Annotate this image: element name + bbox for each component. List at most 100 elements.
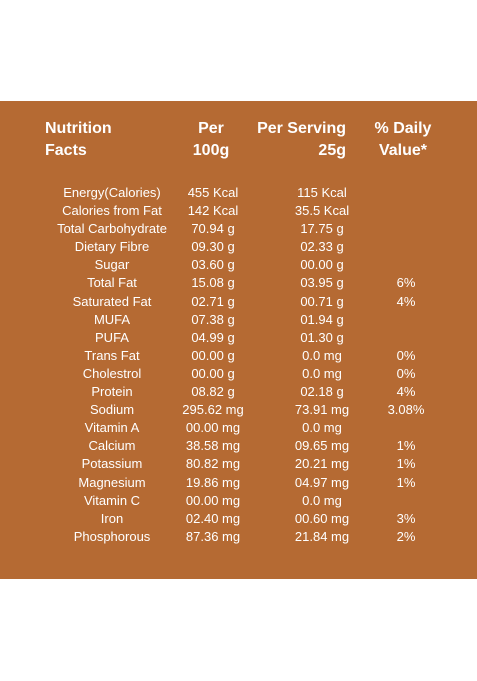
table-row: Total Carbohydrate 70.94 g 17.75 g [0,220,477,238]
table-row: Iron 02.40 mg 00.60 mg 3% [0,510,477,528]
per-100g-value: 09.30 g [191,239,235,255]
nutrient-name: Energy(Calories) [63,185,161,200]
per-serving-value: 02.33 g [300,239,344,255]
per-100g-value: 70.94 g [191,221,235,237]
nutrient-name: Protein [91,384,133,400]
daily-value: 1% [396,474,416,490]
per-serving-value: 0.0 mg [302,347,342,363]
nutrition-facts-panel: Nutrition Facts Per 100g Per Serving 25g… [0,101,477,579]
per-serving-value: 20.21 mg [294,456,350,472]
nutrient-name: PUFA [95,329,129,345]
header-nutrition-facts: Nutrition Facts [45,118,112,162]
nutrient-name: Calcium [88,438,136,454]
per-serving-value: 00.60 mg [294,510,350,526]
per-serving-value: 04.97 mg [294,474,350,490]
per-100g-value: 142 Kcal [187,203,239,219]
header-line: % Daily [374,120,432,137]
nutrient-name: Trans Fat [84,347,140,363]
table-row: Vitamin A 00.00 mg 0.0 mg [0,419,477,437]
header-line: 100g [192,142,230,159]
per-100g-value: 00.00 g [191,365,235,381]
nutrient-name: Cholestrol [82,365,142,381]
header-line: Nutrition [45,120,112,137]
per-serving-value: 01.30 g [300,329,344,345]
per-100g-value: 02.71 g [191,293,235,309]
table-row: Calcium 38.58 mg 09.65 mg 1% [0,437,477,455]
per-serving-value: 21.84 mg [294,528,350,544]
table-row: MUFA 07.38 g 01.94 g [0,311,477,329]
per-serving-value: 09.65 mg [294,438,350,454]
header-per-100g: Per 100g [185,118,237,162]
nutrient-name: Sugar [94,257,130,273]
per-serving-value: 00.00 g [300,257,344,273]
nutrient-name: Vitamin C [83,492,141,508]
per-100g-value: 04.99 g [191,329,235,345]
header-daily-value: % Daily Value* [371,118,435,162]
per-100g-value: 03.60 g [191,257,235,273]
per-100g-value: 00.00 mg [185,420,241,436]
table-row: Cholestrol 00.00 g 0.0 mg 0% [0,365,477,383]
per-100g-value: 00.00 mg [185,492,241,508]
per-100g-value: 02.40 mg [185,510,241,526]
per-100g-value: 19.86 mg [185,474,241,490]
per-100g-value: 38.58 mg [185,438,241,454]
daily-value: 2% [396,528,416,544]
header-line: Facts [45,142,87,159]
nutrient-name: Vitamin A [84,420,140,436]
header-line: Per Serving [257,120,346,137]
nutrient-name: Magnesium [78,474,146,490]
table-row: PUFA 04.99 g 01.30 g [0,329,477,347]
per-serving-value: 73.91 mg [294,402,350,418]
per-serving-value: 03.95 g [300,275,344,291]
daily-value: 4% [396,384,416,400]
nutrient-name: Total Carbohydrate [57,221,167,237]
daily-value: 6% [396,275,416,291]
table-row: Calories from Fat 142 Kcal 35.5 Kcal [0,202,477,220]
table-row: Dietary Fibre 09.30 g 02.33 g [0,238,477,256]
header-line: Value* [378,142,428,159]
daily-value: 1% [396,438,416,454]
per-100g-value: 455 Kcal [187,185,239,200]
per-serving-value: 0.0 mg [302,420,342,436]
per-serving-value: 0.0 mg [302,492,342,508]
table-row: Vitamin C 00.00 mg 0.0 mg [0,492,477,510]
header-line: Per [198,120,224,137]
table-row: Energy(Calories) 455 Kcal 115 Kcal [0,184,477,202]
per-100g-value: 00.00 g [191,347,235,363]
table-row: Potassium 80.82 mg 20.21 mg 1% [0,455,477,473]
daily-value: 1% [396,456,416,472]
daily-value: 0% [396,365,416,381]
table-row: Saturated Fat 02.71 g 00.71 g 4% [0,293,477,311]
nutrient-name: Phosphorous [73,528,151,544]
table-row: Sodium 295.62 mg 73.91 mg 3.08% [0,401,477,419]
header-line: 25g [318,142,346,159]
nutrient-name: Calories from Fat [62,203,162,219]
per-100g-value: 87.36 mg [185,528,241,544]
per-serving-value: 02.18 g [300,384,344,400]
table-row: Protein 08.82 g 02.18 g 4% [0,383,477,401]
nutrient-name: Potassium [81,456,143,472]
per-100g-value: 08.82 g [191,384,235,400]
table-row: Trans Fat 00.00 g 0.0 mg 0% [0,347,477,365]
daily-value: 3% [396,510,416,526]
per-100g-value: 80.82 mg [185,456,241,472]
nutrient-name: Sodium [89,402,135,418]
nutrient-name: Total Fat [87,275,137,291]
daily-value: 3.08% [387,402,425,418]
per-100g-value: 15.08 g [191,275,235,291]
per-serving-value: 01.94 g [300,311,344,327]
per-serving-value: 115 Kcal [297,185,347,200]
per-serving-value: 00.71 g [300,293,344,309]
nutrient-name: Saturated Fat [72,293,152,309]
header-per-serving: Per Serving 25g [254,118,346,162]
table-row: Total Fat 15.08 g 03.95 g 6% [0,274,477,292]
table-row: Sugar 03.60 g 00.00 g [0,256,477,274]
nutrient-name: MUFA [93,311,131,327]
per-100g-value: 295.62 mg [182,402,244,418]
per-serving-value: 17.75 g [300,221,344,237]
nutrient-table: Energy(Calories) 455 Kcal 115 Kcal Calories… [0,184,477,546]
table-row: Phosphorous 87.36 mg 21.84 mg 2% [0,528,477,546]
nutrient-name: Iron [100,510,124,526]
per-100g-value: 07.38 g [191,311,235,327]
table-row: Magnesium 19.86 mg 04.97 mg 1% [0,474,477,492]
